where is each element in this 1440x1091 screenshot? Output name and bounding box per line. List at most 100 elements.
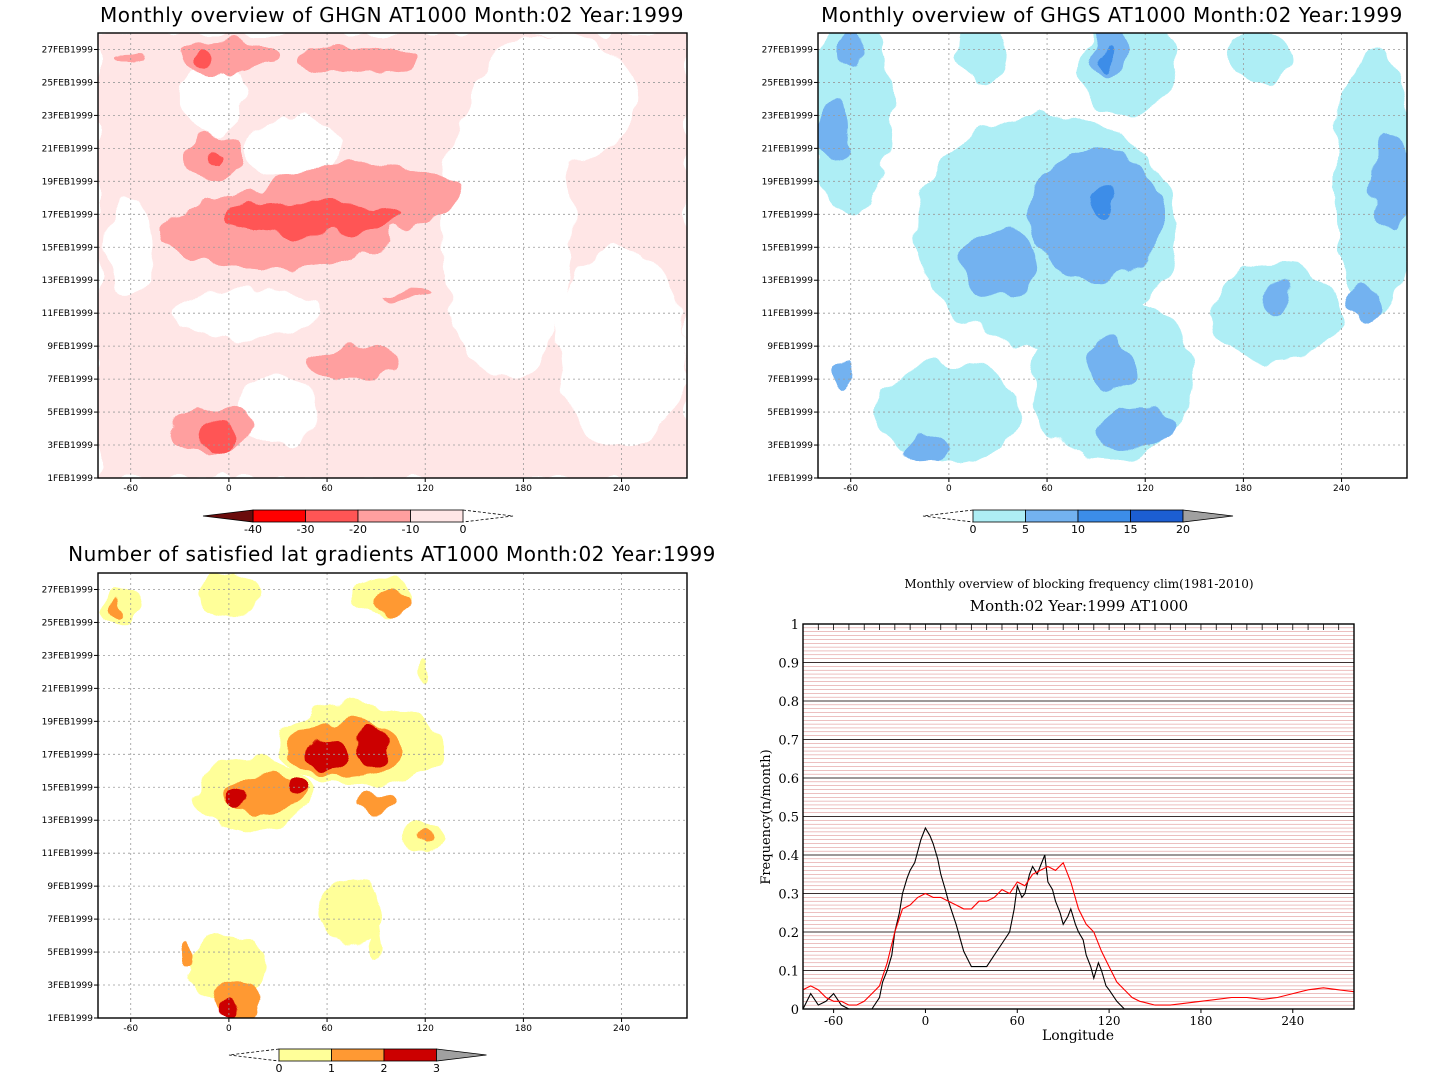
x-tick-label: -60 bbox=[123, 484, 138, 494]
blocking-subtitle: Month:02 Year:1999 AT1000 bbox=[970, 597, 1188, 615]
ghgs-colorbar: 0 5 10 15 20 bbox=[922, 509, 1234, 536]
y-tick-label: 17FEB1999 bbox=[42, 210, 94, 220]
y-tick-label: 0.2 bbox=[778, 926, 799, 941]
colorbar-high-arrow bbox=[436, 1048, 487, 1062]
y-tick-label: 7FEB1999 bbox=[47, 375, 93, 385]
contour-region-top-10 bbox=[204, 153, 221, 167]
contour-region-8 bbox=[1227, 33, 1293, 83]
y-tick-label: 13FEB1999 bbox=[42, 816, 94, 826]
contour-region-18 bbox=[1349, 288, 1383, 322]
contour-region-top-7 bbox=[384, 291, 434, 302]
y-tick-label: 0.8 bbox=[778, 695, 799, 710]
y-tick-label: 13FEB1999 bbox=[42, 276, 94, 286]
y-tick-label: 9FEB1999 bbox=[767, 342, 813, 352]
x-tick-label: 60 bbox=[1010, 1014, 1025, 1028]
colorbar-label: 3 bbox=[433, 1062, 440, 1075]
y-tick-label: 3FEB1999 bbox=[47, 981, 93, 991]
colorbar-label: 10 bbox=[1071, 523, 1085, 536]
y-tick-label: 23FEB1999 bbox=[762, 111, 814, 121]
ghgn-title: Monthly overview of GHGN AT1000 Month:02… bbox=[100, 3, 684, 27]
y-tick-label: 5FEB1999 bbox=[767, 408, 813, 418]
colorbar-low-dashed bbox=[228, 1048, 280, 1062]
x-tick-label: -60 bbox=[123, 1024, 138, 1034]
y-tick-label: 7FEB1999 bbox=[47, 915, 93, 925]
y-tick-label: 27FEB1999 bbox=[42, 585, 94, 595]
frequency-series-0 bbox=[803, 826, 1125, 1009]
contour-region-21 bbox=[1089, 184, 1113, 218]
colorbar-label: 0 bbox=[970, 523, 977, 536]
colorbar-segment-3 bbox=[1130, 509, 1184, 523]
colorbar-label: 2 bbox=[381, 1062, 388, 1075]
y-tick-label: 9FEB1999 bbox=[47, 342, 93, 352]
x-tick-label: 60 bbox=[321, 1024, 333, 1034]
x-tick-label: 120 bbox=[1098, 1014, 1121, 1028]
contour-region-12 bbox=[372, 591, 413, 615]
contour-region-18 bbox=[224, 787, 251, 811]
contour-region-top-11 bbox=[199, 420, 236, 450]
x-tick-label: 120 bbox=[417, 1024, 434, 1034]
colorbar-label: 20 bbox=[1176, 523, 1190, 536]
contour-region-top-9 bbox=[220, 201, 401, 235]
y-tick-label: 0.4 bbox=[778, 849, 799, 864]
colorbar-low-arrow bbox=[202, 509, 254, 523]
y-tick-label: 27FEB1999 bbox=[762, 45, 814, 55]
y-tick-label: 15FEB1999 bbox=[762, 243, 814, 253]
colorbar-segment-1 bbox=[305, 509, 359, 523]
y-tick-label: 11FEB1999 bbox=[42, 309, 94, 319]
ghgn-gap-7 bbox=[106, 197, 156, 297]
y-tick-label: 0.1 bbox=[778, 965, 799, 980]
contour-region-top-5 bbox=[302, 46, 418, 73]
colorbar-label: 5 bbox=[1022, 523, 1029, 536]
frequency-series-1 bbox=[803, 861, 1354, 1006]
ghgn-plot-frame bbox=[97, 32, 688, 479]
y-tick-label: 27FEB1999 bbox=[42, 45, 94, 55]
x-tick-label: 60 bbox=[321, 484, 333, 494]
y-tick-label: 5FEB1999 bbox=[47, 408, 93, 418]
y-tick-label: 3FEB1999 bbox=[767, 441, 813, 451]
colorbar-segment-2 bbox=[357, 509, 411, 523]
x-tick-label: 240 bbox=[1281, 1014, 1304, 1028]
blocking-title: Monthly overview of blocking frequency c… bbox=[904, 577, 1253, 591]
x-tick-label: -60 bbox=[843, 484, 858, 494]
contour-region-12 bbox=[1096, 408, 1178, 449]
y-tick-label: 21FEB1999 bbox=[762, 144, 814, 154]
x-tick-label: 120 bbox=[417, 484, 434, 494]
y-tick-label: 19FEB1999 bbox=[762, 177, 814, 187]
lat-gradients-colorbar: 0 1 2 3 bbox=[228, 1048, 487, 1075]
contour-region-7 bbox=[957, 33, 1007, 83]
y-tick-label: 23FEB1999 bbox=[42, 651, 94, 661]
x-tick-label: 120 bbox=[1137, 484, 1154, 494]
lat-gradients-plot-frame bbox=[97, 572, 688, 1019]
y-tick-label: 1 bbox=[791, 618, 799, 633]
contour-region-3 bbox=[818, 33, 892, 215]
lat-gradients-title: Number of satisfied lat gradients AT1000… bbox=[68, 542, 716, 566]
contour-region-6 bbox=[1079, 33, 1178, 116]
ghgn-gap-4 bbox=[556, 247, 687, 445]
colorbar-segment-2 bbox=[1077, 509, 1131, 523]
contour-region-8 bbox=[420, 660, 431, 684]
contour-region-14 bbox=[818, 98, 854, 165]
y-tick-label: 13FEB1999 bbox=[762, 276, 814, 286]
y-tick-label: 21FEB1999 bbox=[42, 144, 94, 154]
contour-region-13 bbox=[899, 431, 949, 465]
y-tick-label: 0.9 bbox=[778, 657, 799, 672]
colorbar-label: 1 bbox=[328, 1062, 335, 1075]
ghgn-gap-1 bbox=[171, 288, 319, 338]
ghgn-gap-5 bbox=[474, 33, 638, 165]
y-tick-label: 15FEB1999 bbox=[42, 243, 94, 253]
y-tick-label: 7FEB1999 bbox=[767, 375, 813, 385]
x-tick-label: 60 bbox=[1041, 484, 1053, 494]
colorbar-segment-3 bbox=[410, 509, 464, 523]
colorbar-label: 15 bbox=[1124, 523, 1138, 536]
ghgs-panel: Monthly overview of GHGS AT1000 Month:02… bbox=[762, 3, 1408, 536]
colorbar-label: -20 bbox=[349, 523, 367, 536]
y-tick-label: 25FEB1999 bbox=[42, 78, 94, 88]
contour-region-20 bbox=[356, 728, 390, 765]
colorbar-segment-2 bbox=[383, 1048, 437, 1062]
y-tick-label: 0.7 bbox=[778, 734, 799, 749]
ghgn-gap-0 bbox=[179, 62, 246, 136]
y-tick-label: 11FEB1999 bbox=[762, 309, 814, 319]
y-tick-label: 25FEB1999 bbox=[762, 78, 814, 88]
x-tick-label: 180 bbox=[1189, 1014, 1212, 1028]
y-tick-label: 19FEB1999 bbox=[42, 177, 94, 187]
